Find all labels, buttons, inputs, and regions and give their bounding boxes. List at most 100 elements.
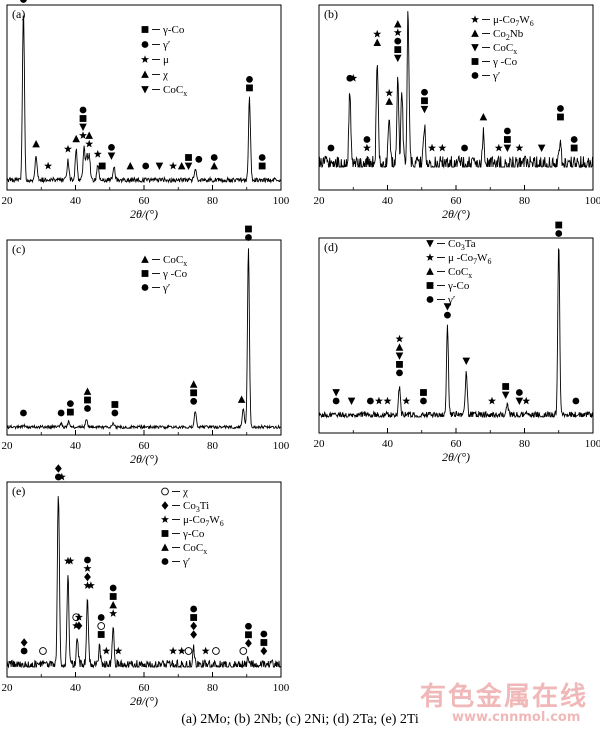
triangle-down-marker: [443, 303, 452, 311]
circle-marker: [210, 154, 218, 161]
circle-marker: [444, 311, 451, 319]
x-axis-title: 2θ/(°): [442, 207, 470, 221]
legend-label: γ′: [492, 70, 500, 82]
circle-marker: [420, 397, 427, 405]
x-tick-label: 100: [273, 440, 290, 452]
circle-marker: [396, 369, 403, 377]
triangle-down-marker: [141, 86, 149, 94]
square-marker: [258, 162, 266, 170]
square-marker: [503, 136, 511, 143]
legend-label: γ′: [162, 282, 170, 294]
triangle-up-marker: [109, 601, 117, 609]
star-marker: [83, 564, 92, 572]
open-circle-marker: [212, 647, 220, 655]
triangle-down-marker: [537, 144, 546, 152]
star-marker: [494, 143, 503, 152]
circle-marker: [142, 162, 150, 170]
open-circle-marker: [161, 487, 169, 496]
legend-label: χ: [182, 486, 188, 498]
open-circle-marker: [239, 647, 248, 655]
star-marker: [438, 143, 447, 152]
xrd-trace: [318, 247, 594, 419]
panel-label: (e): [12, 484, 25, 498]
circle-marker: [503, 127, 511, 135]
x-tick-label: 60: [139, 195, 151, 207]
star-marker: [57, 472, 66, 481]
square-marker: [66, 408, 74, 416]
x-axis-title: 2θ/(°): [130, 694, 158, 708]
circle-marker: [190, 605, 198, 613]
diamond-marker: [260, 646, 268, 656]
star-marker: [93, 150, 102, 158]
circle-marker: [394, 37, 402, 45]
xrd-trace: [318, 11, 594, 169]
square-marker: [555, 221, 563, 229]
triangle-down-marker: [347, 397, 356, 405]
legend-label: Co3​Ta: [448, 238, 476, 252]
triangle-up-marker: [189, 380, 198, 388]
panel-label: (d): [324, 240, 338, 254]
xrd-panel-1: (b) 20 40 60 80 100 2θ/(°) μ-Co7​W6​Co2​NbCoCx​…: [314, 4, 600, 221]
triangle-up-marker: [471, 29, 479, 37]
circle-marker: [555, 230, 563, 237]
circle-marker: [109, 584, 117, 592]
x-tick-label: 40: [70, 440, 82, 452]
triangle-down-marker: [426, 240, 434, 248]
square-marker: [260, 639, 268, 646]
triangle-down-marker: [155, 162, 164, 170]
legend-label: γ-Co: [182, 528, 205, 540]
star-marker: [373, 29, 382, 38]
triangle-up-marker: [141, 255, 149, 263]
star-marker: [426, 253, 434, 261]
star-marker: [383, 396, 392, 405]
legend-label: CoCx​: [493, 42, 517, 56]
square-marker: [190, 389, 198, 397]
legend-label: CoCx​: [163, 84, 187, 98]
legend-label: γ-Co: [162, 24, 185, 36]
star-marker: [74, 613, 83, 621]
circle-marker: [20, 647, 28, 655]
xrd-panel-4: (e) 20 40 60 80 100 2θ/(°) χ Co3​Tiμ-Co7​W6​γ-Co…: [2, 464, 290, 708]
legend-label: Co2​Nb: [493, 28, 524, 42]
triangle-down-marker: [79, 123, 87, 131]
triangle-down-marker: [393, 54, 402, 63]
legend-label: Co3​Ti: [183, 500, 209, 514]
star-marker: [102, 646, 111, 655]
triangle-down-marker: [471, 44, 479, 52]
x-tick-label: 100: [273, 682, 290, 694]
triangle-down-marker: [501, 391, 510, 399]
diamond-marker: [84, 572, 91, 582]
square-marker: [246, 84, 253, 92]
figure-caption: (a) 2Mo; (b) 2Nb; (c) 2Ni; (d) 2Ta; (e) …: [181, 712, 419, 727]
star-marker: [169, 646, 178, 655]
star-marker: [44, 161, 53, 170]
legend-label: γ′: [447, 294, 455, 306]
circle-marker: [421, 88, 428, 96]
triangle-up-marker: [395, 343, 404, 351]
xrd-panel-2: (c) 20 40 60 80 100 2θ/(°) CoCx​γ -Co γ′: [2, 225, 290, 466]
legend-label: μ -Co7​W6​: [448, 252, 492, 266]
circle-marker: [141, 41, 149, 48]
triangle-up-marker: [85, 131, 93, 139]
open-circle-marker: [184, 647, 193, 655]
triangle-down-marker: [332, 389, 340, 397]
star-marker: [86, 581, 95, 589]
legend-label: χ: [162, 69, 168, 81]
x-axis-title: 2θ/(°): [130, 207, 158, 221]
circle-marker: [97, 614, 105, 621]
square-marker: [109, 593, 117, 600]
star-marker: [141, 55, 149, 63]
diamond-marker: [190, 621, 198, 631]
square-marker: [396, 361, 403, 368]
legend-label: μ-Co7​W6​: [493, 14, 534, 28]
triangle-up-marker: [83, 387, 92, 395]
x-tick-label: 80: [207, 440, 219, 452]
triangle-down-marker: [420, 105, 429, 114]
x-tick-label: 80: [519, 195, 531, 207]
x-tick-label: 20: [2, 682, 14, 694]
circle-marker: [20, 0, 27, 3]
x-tick-label: 80: [207, 682, 219, 694]
square-marker: [98, 162, 106, 170]
legend-label: γ -Co: [162, 268, 188, 280]
circle-marker: [190, 397, 198, 405]
